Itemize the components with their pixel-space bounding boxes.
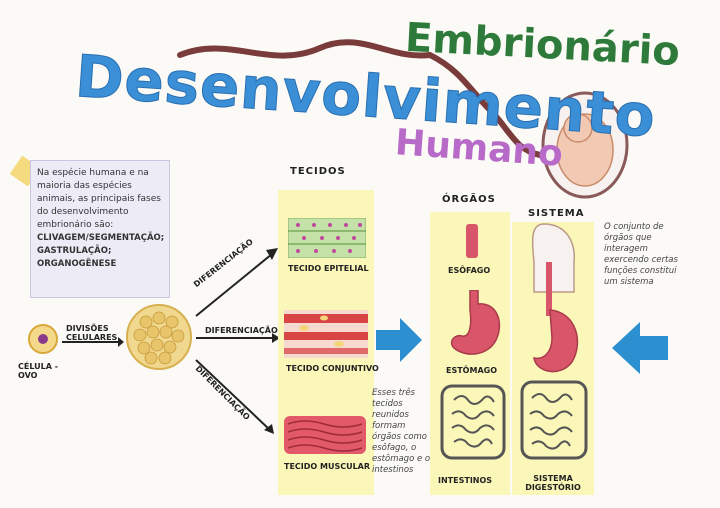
organs-heading: ÓRGÃOS bbox=[442, 194, 496, 205]
esophagus-drawing bbox=[466, 224, 478, 258]
divisions-label: DIVISÕES CELULARES bbox=[66, 324, 118, 342]
arrow-to-morula bbox=[62, 337, 124, 347]
system-label: SISTEMA DIGESTÓRIO bbox=[525, 474, 581, 492]
muscular-label: TECIDO MUSCULAR bbox=[284, 462, 371, 471]
connective-label: TECIDO CONJUNTIVO bbox=[286, 364, 379, 373]
phase-3: ORGANOGÊNESE bbox=[37, 259, 117, 269]
system-note: O conjunto de órgãos que interagem exerc… bbox=[604, 222, 678, 287]
intestines-drawing bbox=[440, 384, 506, 460]
stomach-drawing bbox=[450, 290, 501, 355]
embryo-drawing bbox=[541, 91, 629, 199]
diff-label-2: DIFERENCIAÇÃO bbox=[205, 326, 278, 335]
esophagus-label: ESÔFAGO bbox=[448, 266, 491, 275]
egg-cell-drawing bbox=[28, 324, 58, 354]
intro-note-text: Na espécie humana e na maioria das espéc… bbox=[37, 168, 161, 230]
diff-arrows bbox=[195, 248, 280, 434]
arrow-to-system bbox=[612, 322, 668, 374]
phase-2: GASTRULAÇÃO; bbox=[37, 246, 112, 256]
egg-cell-label: CÉLULA - OVO bbox=[18, 362, 59, 380]
muscular-tissue-drawing bbox=[284, 416, 366, 454]
intro-note: Na espécie humana e na maioria das espéc… bbox=[30, 160, 170, 298]
tissues-heading: TECIDOS bbox=[290, 166, 346, 177]
stomach-label: ESTÔMAGO bbox=[446, 366, 498, 375]
morula-drawing bbox=[126, 304, 192, 370]
organs-note: Esses três tecidos reunidos formam órgão… bbox=[372, 388, 435, 475]
connective-tissue-drawing bbox=[284, 310, 368, 358]
digestive-system-drawing bbox=[520, 223, 588, 460]
epithelial-tissue-drawing bbox=[288, 218, 366, 258]
phase-1: CLIVAGEM/SEGMENTAÇÃO; bbox=[37, 233, 165, 243]
system-heading: SISTEMA bbox=[528, 208, 585, 219]
intestines-label: INTESTINOS bbox=[438, 476, 493, 485]
epithelial-label: TECIDO EPITELIAL bbox=[288, 264, 369, 273]
arrow-to-organs bbox=[376, 318, 422, 362]
